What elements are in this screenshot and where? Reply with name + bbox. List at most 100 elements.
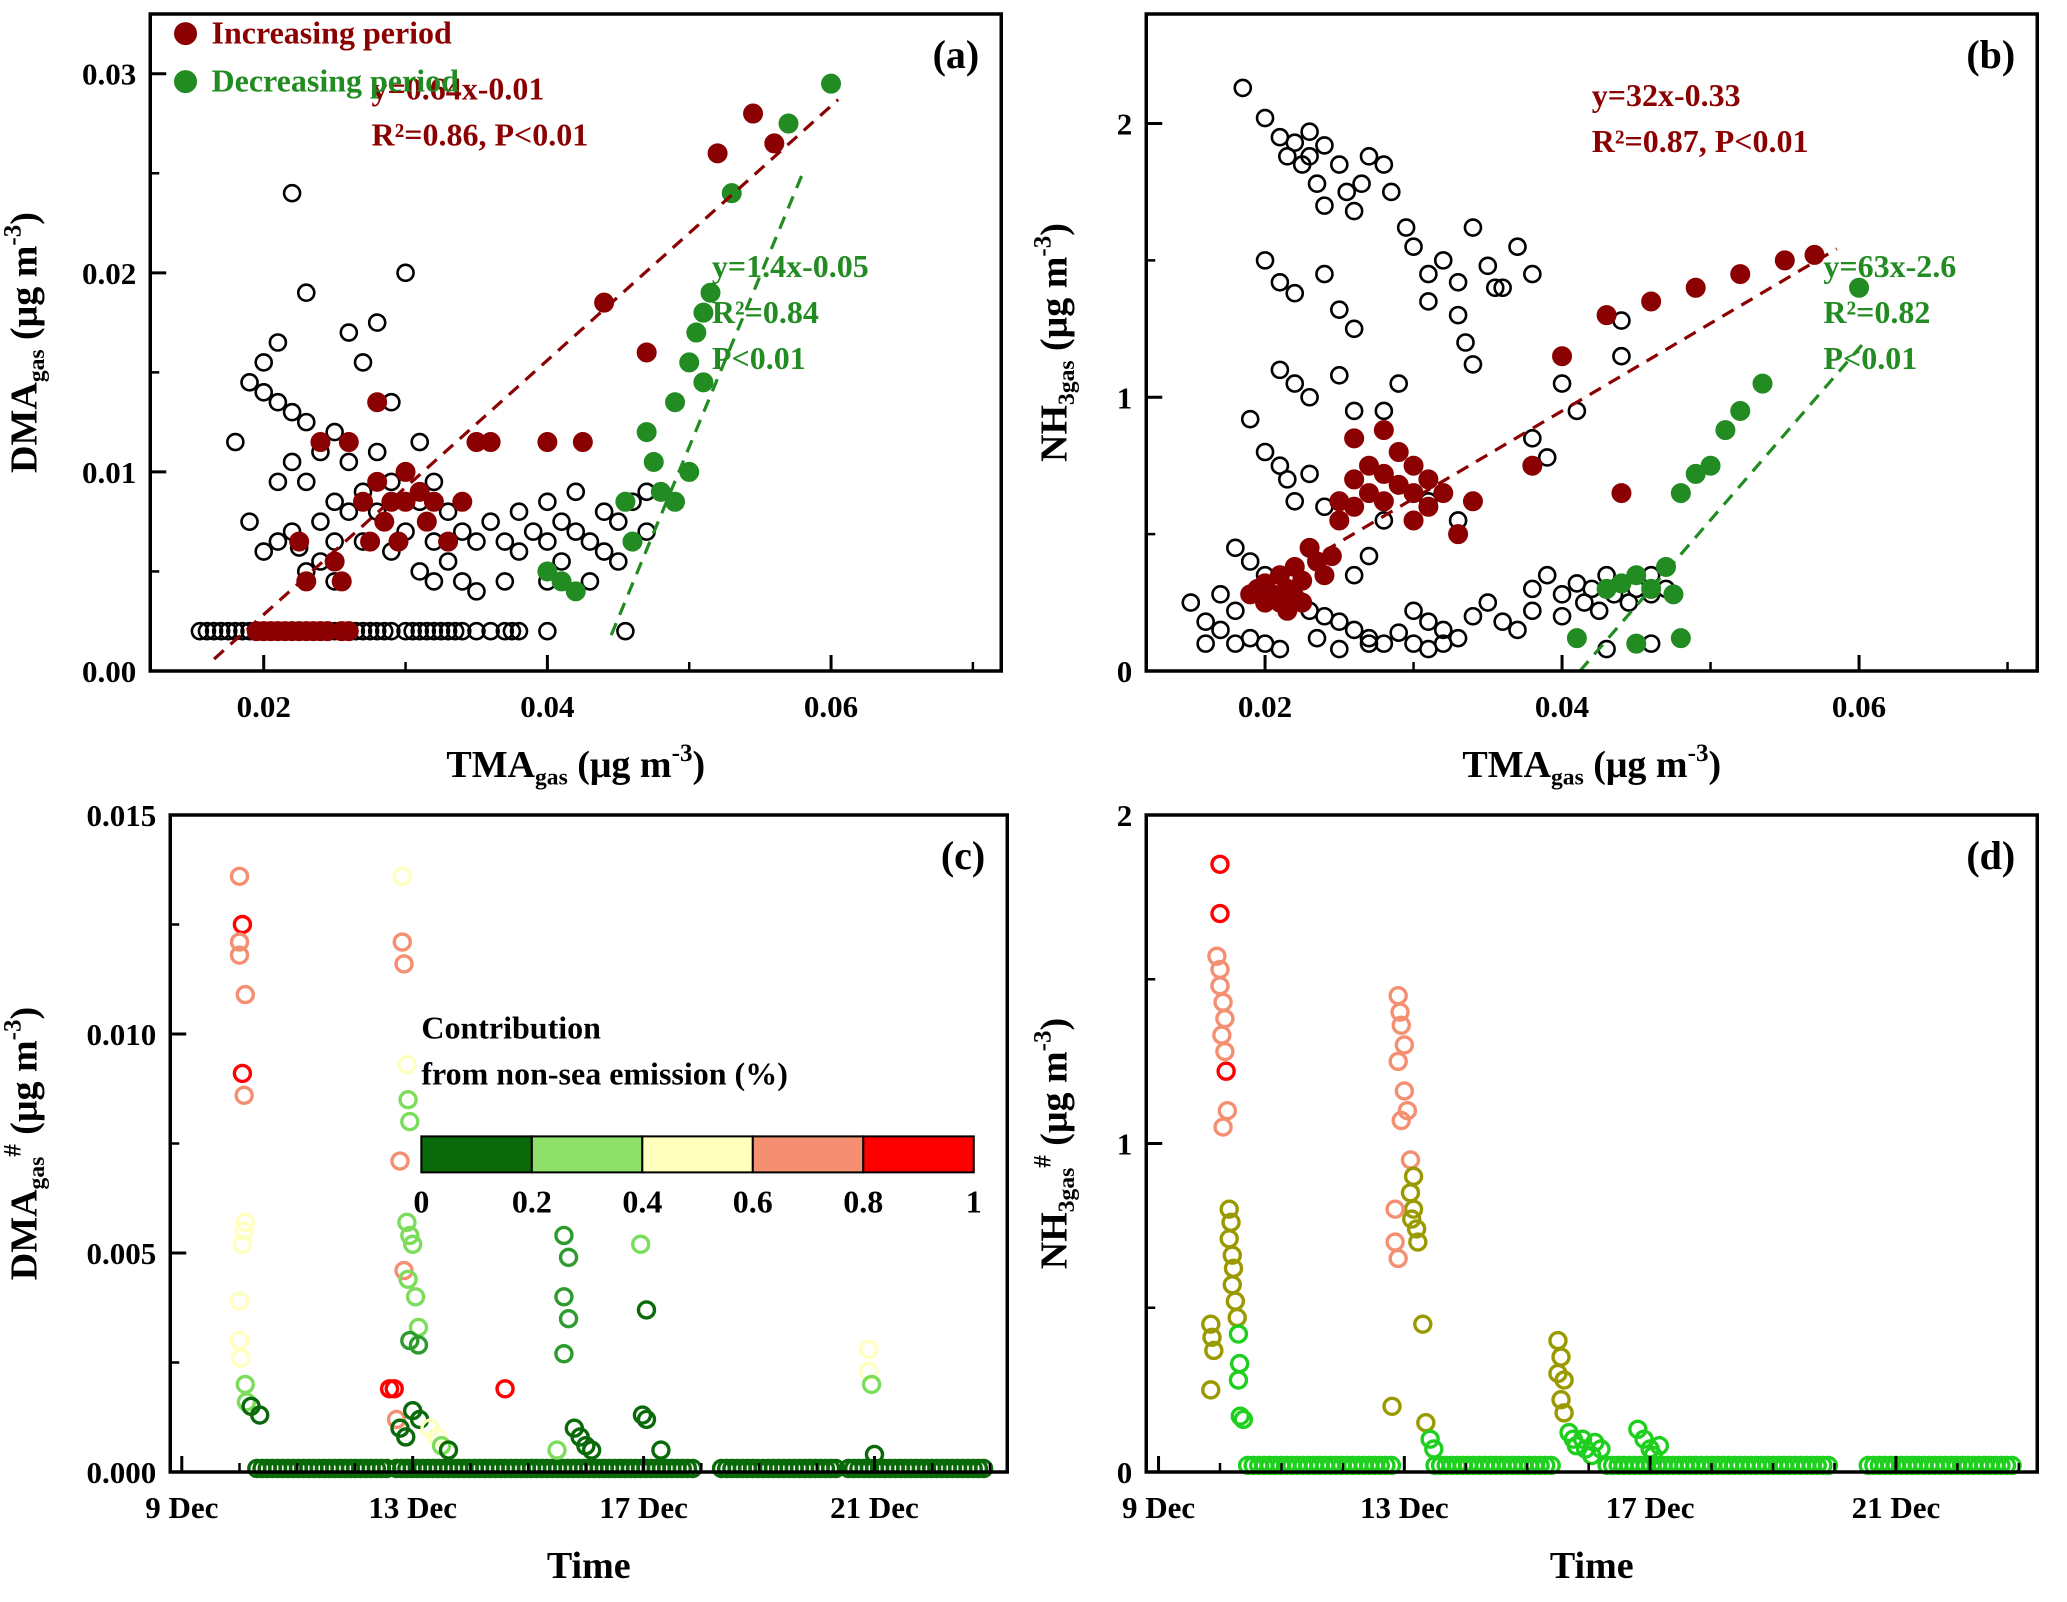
colorbar-tick-1: 0.2 [512, 1183, 552, 1219]
panel-c: 9 Dec 13 Dec 17 Dec 21 Dec 0.000 0.005 0.010 0.… [0, 801, 1034, 1602]
colorbar-tick-5: 1 [966, 1183, 982, 1219]
colorbar-swatch-1 [530, 1135, 644, 1174]
legend-marker-1 [174, 70, 198, 94]
colorbar-title-line-0: Contribution [421, 1009, 601, 1045]
series-increasing-period [246, 103, 785, 642]
x-axis-label: Time [547, 1545, 631, 1587]
annotation-b-1-line-2: P<0.01 [1823, 340, 1917, 376]
annotation-a-0-line-0: y=0.64x-0.01 [372, 70, 545, 106]
x-tick-label: 9 Dec [145, 1490, 218, 1525]
axes-ticks: 0.02 0.04 0.06 0 1 2 [1116, 107, 2009, 724]
x-tick-label: 0.06 [804, 689, 858, 724]
plot-frame [1144, 813, 2039, 1474]
trend-line-1 [1578, 338, 1868, 673]
colorbar-tick-4: 0.8 [843, 1183, 883, 1219]
axes-ticks: 0.02 0.04 0.06 0.00 0.01 0.02 0.03 [82, 57, 975, 724]
panel-c-canvas: 9 Dec 13 Dec 17 Dec 21 Dec 0.000 0.005 0.010 0.… [0, 801, 1009, 1587]
y-axis-label: NH3gas# (μg m-3) [1034, 1018, 1080, 1269]
panel-d-content: 9 Dec 13 Dec 17 Dec 21 Dec 0 1 2 Time NH3gas# (μ… [1034, 801, 2039, 1587]
y-tick-label: 0.03 [82, 57, 136, 92]
y-tick-label: 0.02 [82, 256, 136, 291]
annotation-a-1-line-1: R²=0.84 [712, 294, 819, 330]
y-axis-label: NH3gas (μg m-3) [1034, 223, 1080, 462]
y-tick-label: 0 [1116, 1455, 1132, 1490]
trend-line-0 [213, 98, 840, 661]
y-tick-label: 0.010 [87, 1017, 157, 1052]
panel-letter: (a) [933, 32, 980, 77]
x-tick-label: 9 Dec [1121, 1490, 1194, 1525]
series-all-data [190, 183, 656, 641]
x-tick-label: 0.02 [237, 689, 291, 724]
colorbar-swatch-0 [420, 1135, 533, 1174]
plot-frame [148, 12, 1003, 673]
panel-letter: (c) [941, 833, 985, 878]
colorbar-tick-3: 0.6 [733, 1183, 773, 1219]
y-tick-label: 1 [1116, 1127, 1132, 1162]
y-tick-label: 0.000 [87, 1455, 157, 1490]
x-tick-label: 13 Dec [368, 1490, 457, 1525]
series-all-data [1181, 78, 1675, 659]
legend: Increasing period Decreasing period [174, 15, 460, 99]
panel-b: 0.02 0.04 0.06 0 1 2 TMAgas (μg m-3) NH3gas (μg… [1034, 0, 2067, 801]
x-tick-label: 0.02 [1237, 689, 1291, 724]
x-tick-label: 0.06 [1831, 689, 1885, 724]
annotation-b-0-line-1: R²=0.87, P<0.01 [1591, 123, 1808, 159]
y-tick-label: 0.015 [87, 801, 157, 833]
panel-c-content: 9 Dec 13 Dec 17 Dec 21 Dec 0.000 0.005 0.010 0.… [0, 801, 1009, 1587]
trend-line-1 [609, 172, 805, 636]
annotation-b-1-line-0: y=63x-2.6 [1823, 248, 1956, 284]
colorbar-tick-0: 0 [413, 1183, 429, 1219]
y-tick-label: 0.005 [87, 1236, 157, 1271]
series-increasing-period [1239, 244, 1824, 621]
baseline-points [247, 1458, 994, 1479]
annotation-a-0-line-1: R²=0.86, P<0.01 [372, 116, 589, 152]
legend-marker-0 [174, 22, 198, 46]
y-tick-label: 0.00 [82, 654, 136, 689]
panel-d-canvas: 9 Dec 13 Dec 17 Dec 21 Dec 0 1 2 Time NH3gas# (μ… [1034, 801, 2039, 1587]
x-tick-label: 17 Dec [599, 1490, 688, 1525]
x-tick-label: 21 Dec [1851, 1490, 1940, 1525]
axes-ticks: 9 Dec 13 Dec 17 Dec 21 Dec 0.000 0.005 0.010 0.… [87, 801, 992, 1525]
x-tick-label: 21 Dec [830, 1490, 919, 1525]
colorbar-legend: Contribution from non-sea emission (%) 0 0.… [413, 1009, 981, 1219]
y-tick-label: 0.01 [82, 455, 136, 490]
y-tick-label: 0 [1116, 654, 1132, 689]
annotation-b-0-line-0: y=32x-0.33 [1591, 77, 1740, 113]
scatter-points [1200, 854, 1669, 1466]
x-tick-label: 17 Dec [1605, 1490, 1694, 1525]
colorbar-swatch-2 [641, 1135, 754, 1174]
trend-line-0 [1323, 247, 1838, 553]
annotation-a-1-line-0: y=1.4x-0.05 [712, 248, 869, 284]
panel-a: 0.02 0.04 0.06 0.00 0.01 0.02 0.03 TMAgas (μg m… [0, 0, 1034, 801]
colorbar-tick-2: 0.4 [622, 1183, 662, 1219]
panel-letter: (d) [1966, 833, 2015, 878]
colorbar-title-line-1: from non-sea emission (%) [421, 1055, 787, 1091]
x-tick-label: 0.04 [1534, 689, 1588, 724]
panel-letter: (b) [1966, 32, 2015, 77]
x-axis-label: TMAgas (μg m-3) [1462, 740, 1721, 791]
colorbar-swatch-3 [751, 1135, 865, 1174]
legend-label-1: Decreasing period [212, 63, 460, 99]
y-tick-label: 2 [1116, 801, 1132, 833]
y-axis-label: DMAgas# (μg m-3) [0, 1007, 50, 1280]
plot-frame [1144, 12, 2039, 673]
series-decreasing-period [537, 73, 842, 602]
legend-label-0: Increasing period [212, 15, 453, 51]
scatter-points [229, 866, 885, 1465]
series-decreasing-period [1566, 277, 1869, 654]
y-axis-label: DMAgas (μg m-3) [0, 212, 50, 473]
y-tick-label: 2 [1116, 107, 1132, 142]
panel-a-content: 0.02 0.04 0.06 0.00 0.01 0.02 0.03 TMAgas (μg m… [0, 12, 1003, 791]
panel-b-content: 0.02 0.04 0.06 0 1 2 TMAgas (μg m-3) NH3gas (μg… [1034, 12, 2039, 791]
y-tick-label: 1 [1116, 380, 1132, 415]
x-axis-label: TMAgas (μg m-3) [446, 740, 705, 791]
x-axis-label: Time [1549, 1545, 1633, 1587]
annotation-a-1-line-2: P<0.01 [712, 340, 806, 376]
colorbar-swatch-4 [862, 1135, 975, 1174]
panel-b-canvas: 0.02 0.04 0.06 0 1 2 TMAgas (μg m-3) NH3gas (μg… [1034, 12, 2039, 791]
x-tick-label: 0.04 [520, 689, 574, 724]
x-tick-label: 13 Dec [1360, 1490, 1449, 1525]
axes-ticks: 9 Dec 13 Dec 17 Dec 21 Dec 0 1 2 [1116, 801, 2020, 1525]
panel-a-canvas: 0.02 0.04 0.06 0.00 0.01 0.02 0.03 TMAgas (μg m… [0, 12, 1003, 791]
